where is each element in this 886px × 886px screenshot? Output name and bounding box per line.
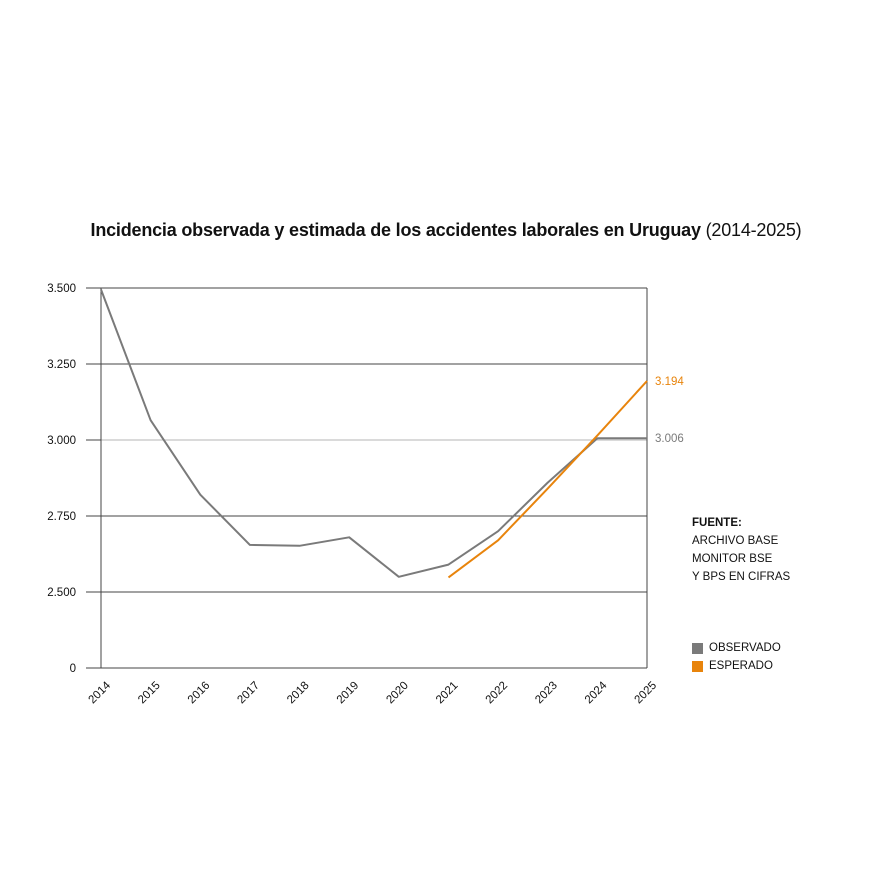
series-line-observado — [100, 289, 647, 578]
end-label-esperado: 3.194 — [655, 376, 684, 388]
x-tick-label: 2021 — [434, 680, 461, 707]
y-tick-label: 3.500 — [47, 283, 76, 295]
x-tick-label: 2019 — [335, 680, 362, 707]
y-tick-label: 3.000 — [47, 435, 76, 447]
series-line-esperado — [447, 380, 648, 579]
end-label-observado: 3.006 — [655, 433, 684, 445]
y-tick-label: 0 — [70, 663, 76, 675]
x-tick-label: 2018 — [285, 680, 312, 707]
legend-swatch-observado — [692, 642, 703, 654]
source-heading: FUENTE: — [692, 517, 742, 529]
x-tick-label: 2024 — [583, 679, 610, 706]
legend: OBSERVADO ESPERADO — [692, 639, 781, 675]
x-tick-label: 2015 — [136, 680, 163, 707]
y-tick-label: 2.500 — [47, 587, 76, 599]
chart-title-main: Incidencia observada y estimada de los a… — [90, 220, 701, 240]
x-tick-label: 2025 — [633, 680, 660, 707]
legend-swatch-esperado — [692, 660, 703, 672]
x-tick-label: 2014 — [87, 679, 114, 706]
x-tick-label: 2020 — [384, 680, 411, 707]
y-tick-label: 2.750 — [47, 511, 76, 523]
legend-label-esperado: ESPERADO — [709, 660, 773, 672]
source-line-1: ARCHIVO BASE — [692, 535, 779, 547]
source-note: FUENTE: ARCHIVO BASE MONITOR BSE Y BPS E… — [692, 514, 790, 586]
legend-item-observado: OBSERVADO — [692, 639, 781, 657]
x-tick-label: 2017 — [235, 680, 262, 707]
x-tick-label: 2023 — [533, 680, 560, 707]
chart-title: Incidencia observada y estimada de los a… — [0, 220, 886, 241]
source-line-2: MONITOR BSE — [692, 553, 773, 565]
x-tick-label: 2022 — [484, 680, 511, 707]
source-line-3: Y BPS EN CIFRAS — [692, 571, 791, 583]
chart-title-range: (2014-2025) — [705, 220, 802, 240]
y-tick-label: 3.250 — [47, 359, 76, 371]
legend-item-esperado: ESPERADO — [692, 657, 781, 675]
legend-label-observado: OBSERVADO — [709, 642, 781, 654]
x-tick-label: 2016 — [186, 680, 213, 707]
